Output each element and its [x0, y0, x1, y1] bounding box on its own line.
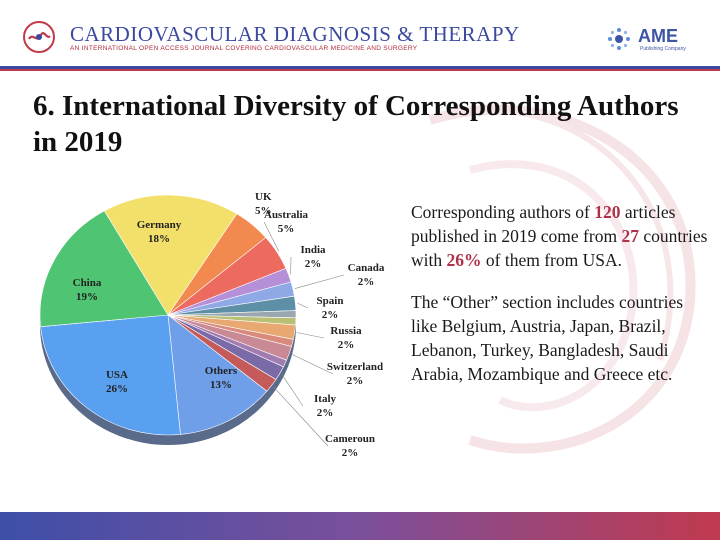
header: CARDIOVASCULAR DIAGNOSIS & THERAPY AN IN… — [0, 0, 720, 66]
country-count: 27 — [621, 226, 639, 246]
slice-label-italy: Italy — [314, 393, 337, 405]
slice-label-uk: UK — [255, 191, 272, 203]
slice-label-canada: Canada — [348, 262, 385, 274]
slice-value-usa: 26% — [106, 383, 128, 395]
header-divider-red — [0, 69, 720, 71]
slice-label-spain: Spain — [317, 295, 344, 307]
leader-line-cameroun — [272, 386, 329, 447]
leader-line-canada — [294, 274, 345, 289]
slice-value-italy: 2% — [317, 407, 334, 419]
slice-label-germany: Germany — [137, 219, 182, 231]
publisher-name: AME — [638, 26, 678, 46]
journal-logo-icon — [23, 21, 55, 53]
slice-value-cameroun: 2% — [342, 447, 359, 459]
slice-value-uk: 5% — [255, 205, 272, 217]
slice-value-china: 19% — [76, 291, 98, 303]
article-count: 120 — [594, 202, 621, 222]
journal-title: CARDIOVASCULAR DIAGNOSIS & THERAPY — [70, 22, 520, 46]
slice-value-switzerland: 2% — [347, 375, 364, 387]
slice-label-usa: USA — [106, 369, 128, 381]
publisher-subtitle: Publishing Company — [640, 46, 686, 52]
description-paragraph-2: The “Other” section includes countries l… — [411, 292, 684, 384]
slice-value-australia: 5% — [278, 223, 295, 235]
slice-value-germany: 18% — [148, 233, 170, 245]
ame-logo-icon — [608, 28, 630, 50]
leader-line-russia — [296, 332, 325, 339]
usa-percent: 26% — [446, 250, 482, 270]
journal-subtitle: AN INTERNATIONAL OPEN ACCESS JOURNAL COV… — [70, 45, 418, 52]
footer-bar — [0, 512, 720, 540]
slice-label-russia: Russia — [330, 325, 362, 337]
leader-line-italy — [281, 374, 304, 407]
pie-slice-usa — [40, 314, 181, 436]
description-paragraph-1: Corresponding authors of 120 articles pu… — [411, 202, 708, 270]
slide-title: 6. International Diversity of Correspond… — [33, 90, 679, 158]
description: Corresponding authors of 120 articles pu… — [411, 200, 711, 404]
pie-slice-others — [167, 314, 268, 435]
pie-slice-germany — [103, 194, 238, 316]
slice-value-others: 13% — [210, 379, 232, 391]
slice-label-china: China — [73, 277, 102, 289]
leader-line-spain — [297, 302, 309, 309]
leader-line-switzerland — [291, 353, 334, 375]
slice-label-australia: Australia — [264, 209, 309, 221]
slice-value-russia: 2% — [338, 339, 355, 351]
pie-slice-china — [39, 210, 169, 327]
slice-value-spain: 2% — [322, 309, 339, 321]
slice-label-cameroun: Cameroun — [325, 433, 375, 445]
slice-label-others: Others — [205, 365, 238, 377]
header-divider-blue — [0, 66, 720, 69]
slice-value-india: 2% — [305, 258, 322, 270]
leader-line-australia — [263, 221, 280, 252]
slice-label-switzerland: Switzerland — [327, 361, 383, 373]
slice-label-india: India — [300, 244, 326, 256]
slice-value-canada: 2% — [358, 276, 375, 288]
